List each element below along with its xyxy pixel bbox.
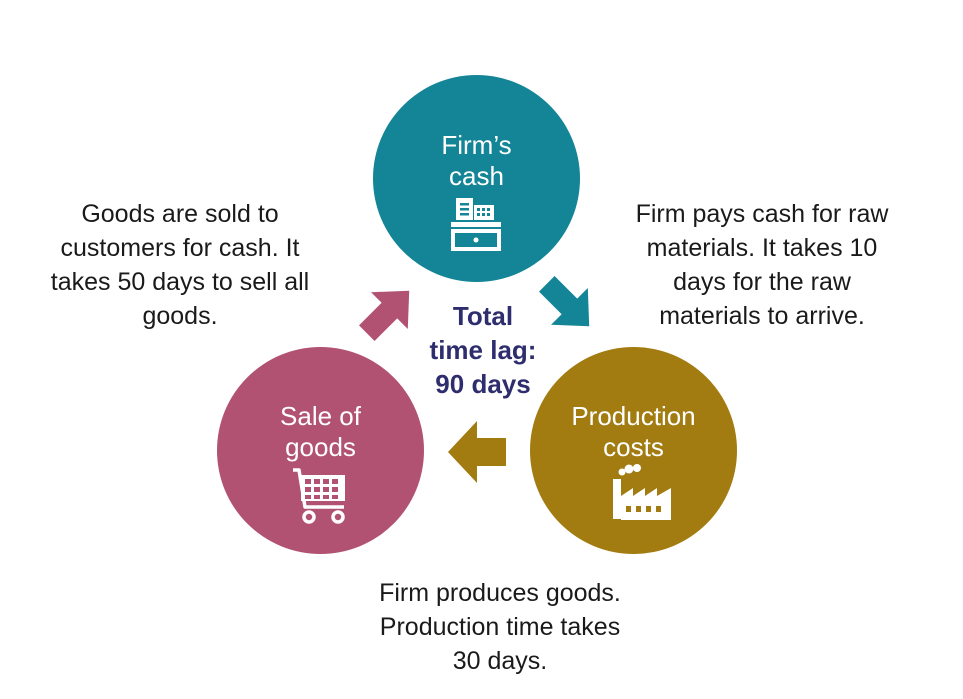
arrow-cash-to-production xyxy=(539,276,590,327)
factory-icon xyxy=(613,464,671,520)
sale-of-goods-title: Sale of goods xyxy=(280,401,361,462)
firms-cash-title: Firm’s cash xyxy=(441,130,512,191)
sale-of-goods-circle: Sale of goods xyxy=(217,347,424,554)
production-costs-circle: Production costs xyxy=(530,347,737,554)
caption-sale-to-cash: Goods are sold to customers for cash. It… xyxy=(50,200,310,330)
caption-cash-to-production: Firm pays cash for raw materials. It tak… xyxy=(635,200,889,330)
caption-production-to-sale: Firm produces goods. Production time tak… xyxy=(379,579,621,675)
cash-register-icon xyxy=(451,198,501,251)
total-time-lag-label: Total time lag: 90 days xyxy=(429,301,537,399)
firms-cash-circle: Firm’s cash xyxy=(373,75,580,282)
shopping-cart-icon xyxy=(293,468,345,524)
arrow-production-to-sale xyxy=(448,421,506,483)
arrow-sale-to-cash xyxy=(359,290,410,341)
production-costs-title: Production costs xyxy=(571,401,696,462)
